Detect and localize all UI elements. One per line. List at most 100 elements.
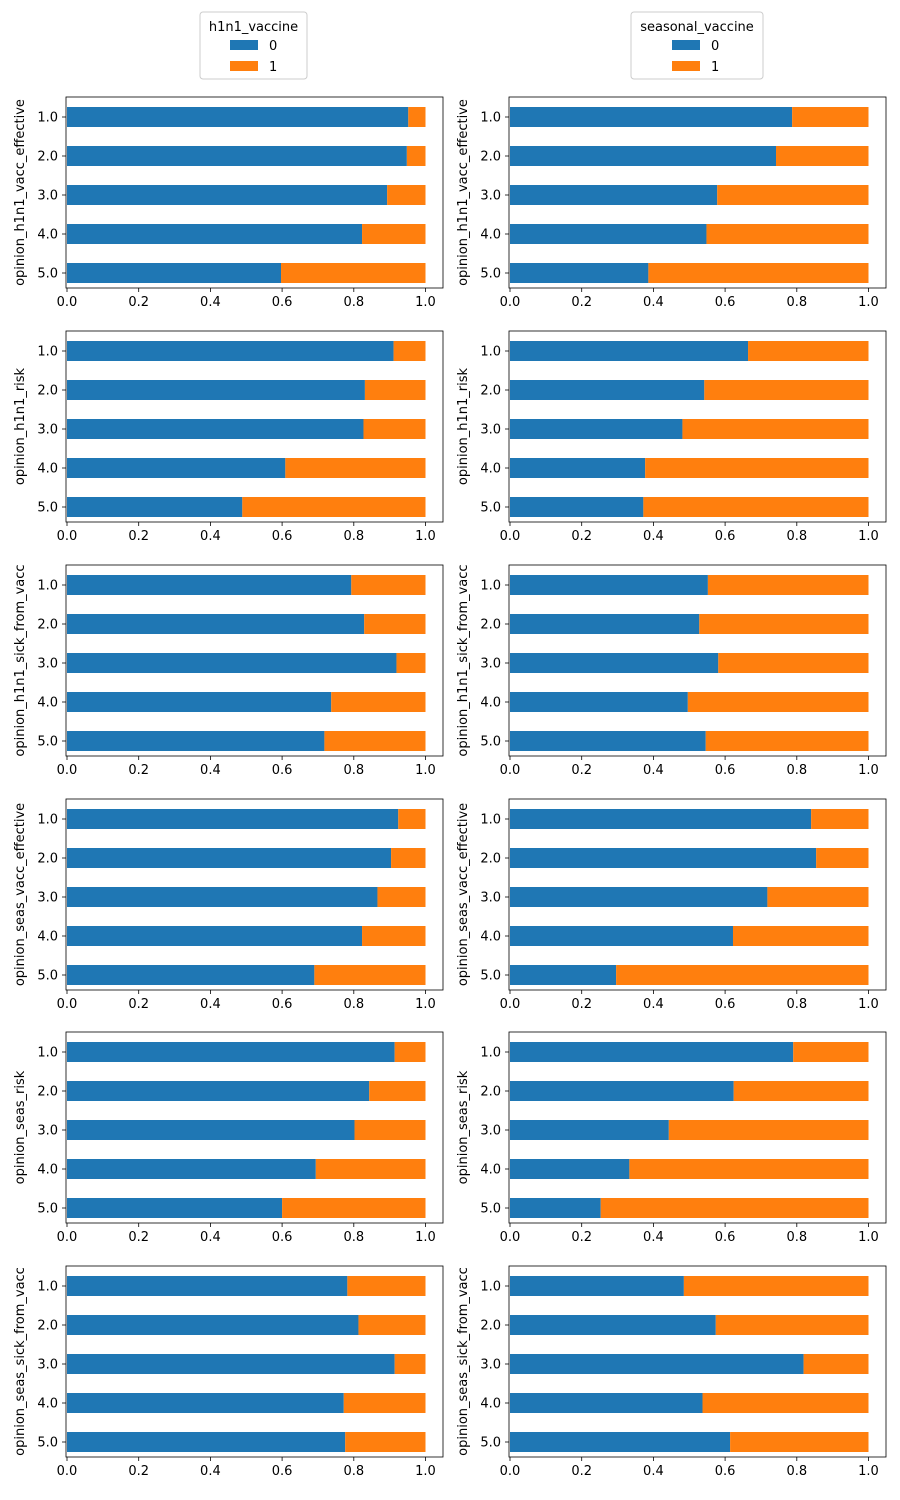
x-tick-label: 0.4 <box>643 997 664 1012</box>
y-tick-label: 4.0 <box>37 930 58 945</box>
y-tick-label: 3.0 <box>480 657 501 672</box>
bar-chart-panel: 1.0 2.0 3.0 4.0 5.0 0.0 0.2 0.4 0.6 0.8 1.0 opinion… <box>456 1031 887 1245</box>
legend-label-1: 1 <box>711 60 719 75</box>
bar-segment-class-0 <box>67 1354 395 1374</box>
axes-frame <box>508 1031 887 1224</box>
x-tick-label: 0.8 <box>343 529 364 544</box>
bar-segment-class-1 <box>394 1354 426 1374</box>
x-tick-label: 0.4 <box>643 1230 664 1245</box>
axes-frame <box>65 96 444 289</box>
x-tick-label: 0.2 <box>128 1464 149 1479</box>
y-tick-label: 1.0 <box>480 1046 501 1061</box>
x-tick-label: 0.2 <box>571 1464 592 1479</box>
x-tick-label: 0.2 <box>571 295 592 310</box>
x-tick-label: 0.0 <box>500 1230 521 1245</box>
x-tick-label: 0.6 <box>715 1230 736 1245</box>
x-tick-label: 0.0 <box>500 1464 521 1479</box>
y-tick-label: 4.0 <box>37 696 58 711</box>
bar-segment-class-1 <box>699 614 869 634</box>
bar-chart-panel: 1.0 2.0 3.0 4.0 5.0 0.0 0.2 0.4 0.6 0.8 1.0 opinion… <box>456 330 887 544</box>
bar-segment-class-1 <box>398 809 426 829</box>
bar-segment-class-0 <box>510 1315 716 1335</box>
x-tick-label: 0.0 <box>57 763 78 778</box>
bar-segment-class-1 <box>705 731 869 751</box>
bar-segment-class-0 <box>67 380 365 400</box>
bar-segment-class-0 <box>510 926 733 946</box>
x-tick-label: 0.0 <box>500 529 521 544</box>
bar-segment-class-0 <box>510 1393 703 1413</box>
x-tick-label: 0.6 <box>272 997 293 1012</box>
bar-segment-class-1 <box>351 575 426 595</box>
y-tick-label: 4.0 <box>37 228 58 243</box>
y-tick-label: 1.0 <box>37 813 58 828</box>
bar-segment-class-1 <box>391 848 426 868</box>
y-tick-label: 2.0 <box>480 618 501 633</box>
legend-seasonal-vaccine: seasonal_vaccine 0 1 <box>630 11 764 80</box>
y-tick-label: 3.0 <box>37 1124 58 1139</box>
bar-segment-class-0 <box>67 1042 395 1062</box>
bar-segment-class-0 <box>67 614 365 634</box>
x-tick-label: 0.6 <box>272 763 293 778</box>
x-tick-label: 0.6 <box>715 997 736 1012</box>
x-tick-label: 1.0 <box>858 1230 879 1245</box>
bar-segment-class-0 <box>67 731 325 751</box>
bar-segment-class-0 <box>510 731 706 751</box>
bar-segment-class-1 <box>396 653 426 673</box>
x-tick-label: 0.0 <box>500 997 521 1012</box>
y-tick-label: 1.0 <box>480 111 501 126</box>
bar-segment-class-1 <box>406 146 426 166</box>
x-tick-label: 0.2 <box>571 1230 592 1245</box>
x-tick-label: 0.6 <box>272 295 293 310</box>
bar-segment-class-1 <box>285 458 426 478</box>
x-tick-label: 0.2 <box>128 529 149 544</box>
x-tick-label: 0.4 <box>643 295 664 310</box>
y-tick-label: 2.0 <box>37 150 58 165</box>
y-tick-label: 5.0 <box>480 969 501 984</box>
bar-segment-class-0 <box>67 692 332 712</box>
bar-segment-class-0 <box>510 224 707 244</box>
bar-segment-class-0 <box>510 380 705 400</box>
y-tick-label: 5.0 <box>480 1436 501 1451</box>
y-tick-label: 4.0 <box>480 1397 501 1412</box>
x-tick-label: 0.4 <box>200 1464 221 1479</box>
bar-segment-class-1 <box>324 731 426 751</box>
legend-label-0: 0 <box>269 39 277 54</box>
bar-segment-class-1 <box>331 692 426 712</box>
y-tick-label: 2.0 <box>480 1319 501 1334</box>
y-tick-label: 3.0 <box>37 891 58 906</box>
bar-chart-panel: 1.0 2.0 3.0 4.0 5.0 0.0 0.2 0.4 0.6 0.8 1.0 opinion… <box>456 564 887 778</box>
y-tick-label: 1.0 <box>37 1280 58 1295</box>
bar-segment-class-1 <box>281 263 426 283</box>
axes-frame <box>508 1265 887 1458</box>
bar-segment-class-1 <box>363 419 426 439</box>
x-tick-label: 0.6 <box>272 1230 293 1245</box>
bar-segment-class-0 <box>510 848 817 868</box>
y-axis-label: opinion_h1n1_vacc_effective <box>456 99 471 286</box>
bar-segment-class-1 <box>717 185 869 205</box>
bar-segment-class-0 <box>67 497 243 517</box>
axes-frame <box>65 798 444 991</box>
x-tick-label: 1.0 <box>858 997 879 1012</box>
x-tick-label: 0.2 <box>128 1230 149 1245</box>
y-tick-label: 4.0 <box>37 1163 58 1178</box>
axes-frame <box>508 330 887 523</box>
bar-segment-class-0 <box>510 419 683 439</box>
bar-chart-panel: 1.0 2.0 3.0 4.0 5.0 0.0 0.2 0.4 0.6 0.8 1.0 opinion… <box>456 96 887 310</box>
bar-segment-class-0 <box>67 965 315 985</box>
bar-segment-class-0 <box>67 887 378 907</box>
legend-swatch-1 <box>672 61 700 71</box>
bar-segment-class-0 <box>67 1198 283 1218</box>
bar-segment-class-1 <box>362 926 426 946</box>
y-axis-label: opinion_h1n1_risk <box>13 367 28 485</box>
y-tick-label: 4.0 <box>37 1397 58 1412</box>
x-tick-label: 0.8 <box>786 295 807 310</box>
x-tick-label: 1.0 <box>858 763 879 778</box>
axes-frame <box>508 798 887 991</box>
x-tick-label: 0.6 <box>715 1464 736 1479</box>
bar-segment-class-0 <box>67 1432 346 1452</box>
bar-segment-class-1 <box>394 1042 426 1062</box>
bar-segment-class-1 <box>706 224 869 244</box>
y-tick-label: 2.0 <box>480 384 501 399</box>
x-tick-label: 1.0 <box>415 763 436 778</box>
y-tick-label: 2.0 <box>480 1085 501 1100</box>
